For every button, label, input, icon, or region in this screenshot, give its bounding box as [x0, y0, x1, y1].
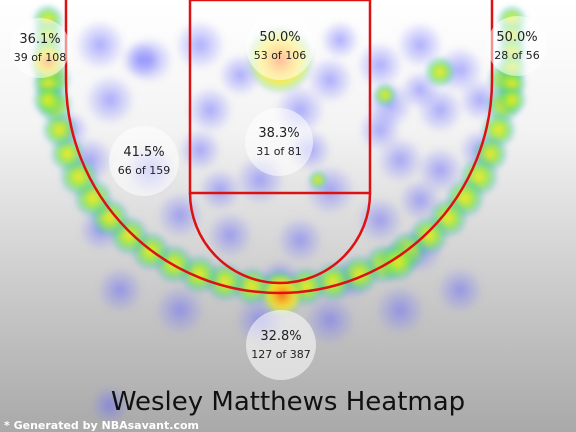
heat-blob-low — [156, 191, 204, 239]
heat-blob-low — [186, 86, 234, 134]
zone-percentage: 32.8% — [260, 329, 301, 344]
three-point-line — [64, 0, 494, 295]
zone-circle — [246, 12, 314, 80]
zone-marker: 41.5% 66 of 159 — [109, 126, 179, 196]
zone-percentage: 36.1% — [19, 32, 60, 47]
heat-blob-right-block — [373, 83, 397, 107]
heat-blob-left-corner — [32, 84, 64, 116]
heat-blob-low — [74, 19, 126, 71]
zone-percentage: 50.0% — [496, 30, 537, 45]
heat-blob-right-corner — [497, 85, 527, 115]
heat-blob-low — [198, 168, 242, 212]
heat-peak-top-of-key — [260, 273, 304, 317]
zone-circle — [109, 126, 179, 196]
zone-percentage: 50.0% — [259, 30, 300, 45]
heat-blob-low — [304, 294, 356, 346]
heat-blob-low — [84, 74, 136, 126]
court-lines — [64, 0, 494, 295]
heat-blob-right-wing — [378, 242, 418, 282]
heat-blob-low — [174, 19, 226, 71]
heat-blob-low — [276, 216, 324, 264]
zone-made-of-attempts: 66 of 159 — [118, 164, 171, 177]
free-throw-circle — [188, 192, 372, 285]
zone-circle — [246, 310, 316, 380]
zone-percentage: 41.5% — [123, 145, 164, 160]
zone-circle — [10, 18, 70, 78]
zone-circle — [487, 16, 547, 76]
heat-blob-right-baseline — [424, 56, 456, 88]
chart-title: Wesley Matthews Heatmap — [111, 387, 465, 417]
zone-percentage: 38.3% — [258, 126, 299, 141]
zone-made-of-attempts: 28 of 56 — [494, 49, 540, 62]
zone-made-of-attempts: 31 of 81 — [256, 145, 302, 158]
zone-made-of-attempts: 53 of 106 — [254, 49, 307, 62]
zone-circle — [245, 108, 313, 176]
zone-labels: 36.1% 39 of 108 50.0% 53 of 106 50.0% 28 of 5… — [10, 12, 547, 380]
heat-blob-low — [356, 41, 404, 89]
zone-marker: 36.1% 39 of 108 — [10, 18, 70, 78]
heat-blob-low — [436, 266, 484, 314]
heat-blob-low — [358, 108, 402, 152]
heat-blob-low — [120, 40, 160, 80]
zone-marker: 50.0% 53 of 106 — [246, 12, 314, 80]
heat-blob-low — [154, 284, 206, 336]
zone-marker: 32.8% 127 of 387 — [246, 310, 316, 380]
heat-blob-low — [320, 20, 360, 60]
heat-blob-low — [396, 21, 444, 69]
zone-marker: 50.0% 28 of 56 — [487, 16, 547, 76]
zone-marker: 38.3% 31 of 81 — [245, 108, 313, 176]
heat-blob-low — [206, 211, 254, 259]
heat-blob-paint — [308, 170, 328, 190]
heat-blob-low — [96, 266, 144, 314]
heat-blob-low — [90, 385, 130, 425]
heat-blob-low — [374, 284, 426, 336]
zone-made-of-attempts: 127 of 387 — [251, 348, 311, 361]
credit-text: * Generated by NBAsavant.com — [4, 419, 199, 432]
heat-blob-low — [178, 128, 222, 172]
paint-key — [188, 0, 372, 195]
zone-made-of-attempts: 39 of 108 — [14, 51, 67, 64]
